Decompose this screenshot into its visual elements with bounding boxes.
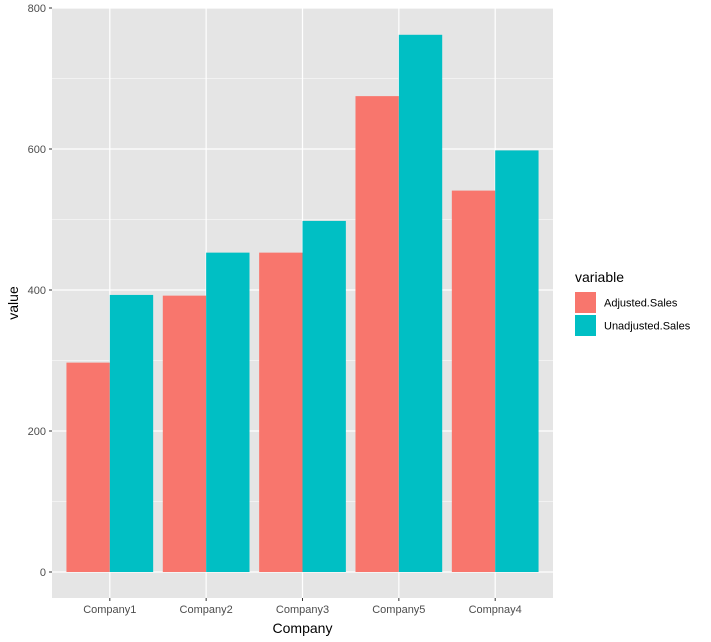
y-tick-label: 800	[28, 3, 46, 15]
legend-key-Adjusted.Sales	[575, 292, 596, 313]
x-axis-ticks: Company1 Company2 Company3 Company5 Compnay4	[83, 598, 522, 616]
legend-title: variable	[575, 269, 624, 285]
legend-key-Unadjusted.Sales	[575, 315, 596, 336]
bar-Adjusted.Sales-Company5	[355, 96, 399, 572]
bar-Adjusted.Sales-Compnay4	[451, 190, 496, 572]
x-tick-label: Company1	[83, 604, 136, 616]
y-axis-title: value	[5, 286, 21, 320]
x-axis-title: Company	[273, 620, 333, 636]
bar-Unadjusted.Sales-Company2	[206, 252, 250, 572]
bar-Unadjusted.Sales-Compnay4	[495, 150, 539, 572]
bar-Unadjusted.Sales-Company1	[109, 294, 154, 572]
y-tick-label: 200	[28, 426, 46, 438]
bar-Unadjusted.Sales-Company3	[302, 220, 346, 572]
x-tick-label: Company5	[372, 604, 425, 616]
y-tick-label: 0	[40, 567, 46, 579]
x-tick-label: Compnay4	[469, 604, 522, 616]
bar-Adjusted.Sales-Company2	[162, 295, 207, 572]
y-tick-label: 400	[28, 285, 46, 297]
x-tick-label: Company2	[180, 604, 233, 616]
bar-Adjusted.Sales-Company1	[66, 362, 110, 572]
bar-Adjusted.Sales-Company3	[259, 252, 303, 572]
legend: variable Adjusted.Sales Unadjusted.Sales	[575, 269, 691, 336]
x-tick-label: Company3	[276, 604, 329, 616]
bars	[66, 34, 539, 573]
y-axis-ticks: 0 200 400 600 800	[28, 3, 52, 579]
legend-label-Unadjusted.Sales: Unadjusted.Sales	[604, 321, 691, 333]
y-tick-label: 600	[28, 144, 46, 156]
bar-Unadjusted.Sales-Company5	[398, 34, 443, 573]
legend-label-Adjusted.Sales: Adjusted.Sales	[604, 298, 678, 310]
legend-items: Adjusted.Sales Unadjusted.Sales	[575, 292, 691, 336]
